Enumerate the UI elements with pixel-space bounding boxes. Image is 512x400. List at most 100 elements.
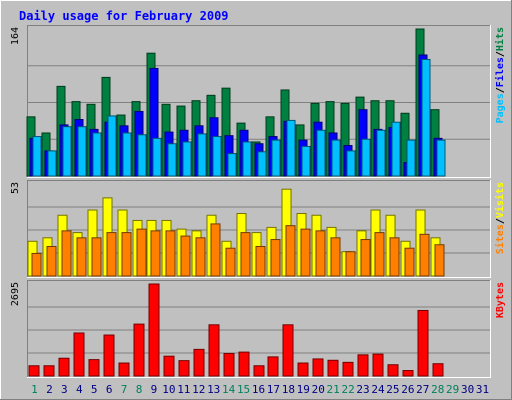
day-label: 6: [106, 383, 113, 396]
bar-kbytes-day-28: [432, 363, 444, 377]
bar-sites-day-19: [300, 228, 311, 277]
bar-sites-day-6: [106, 232, 117, 277]
bar-sites-day-3: [61, 230, 72, 277]
bar-kbytes-day-2: [43, 365, 55, 377]
bar-sites-day-23: [360, 239, 371, 277]
bar-kbytes-day-23: [357, 354, 369, 377]
bar-pages-day-26: [406, 139, 416, 177]
bar-sites-day-10: [165, 230, 176, 277]
day-label: 10: [162, 383, 175, 396]
bar-sites-day-2: [46, 245, 57, 277]
day-label: 8: [136, 383, 143, 396]
bar-sites-day-24: [374, 232, 385, 277]
bar-sites-day-5: [91, 237, 102, 277]
panel-3: 2695 KBytes: [10, 280, 506, 378]
panel-2: 53 Sites/Visits: [10, 180, 506, 278]
panel-legend: Pages/Files/Hits: [494, 27, 506, 123]
bar-pages-day-4: [77, 126, 87, 177]
bar-sites-day-21: [330, 237, 341, 277]
day-label: 16: [252, 383, 265, 396]
day-label: 31: [476, 383, 489, 396]
bar-pages-day-6: [107, 115, 117, 177]
bar-pages-day-19: [301, 145, 311, 177]
bar-pages-day-17: [271, 139, 281, 177]
bar-kbytes-day-6: [103, 334, 115, 377]
legend-entry: KBytes: [495, 282, 506, 318]
bar-sites-day-15: [240, 232, 251, 277]
bar-pages-day-14: [227, 153, 237, 177]
bar-pages-day-25: [391, 121, 401, 177]
day-label: 22: [341, 383, 354, 396]
bar-sites-day-7: [121, 232, 132, 277]
bar-kbytes-day-3: [58, 357, 70, 377]
bar-pages-day-5: [92, 132, 102, 177]
bar-pages-day-8: [137, 134, 147, 177]
day-label: 24: [371, 383, 385, 396]
bar-kbytes-day-7: [118, 362, 130, 377]
day-label: 12: [192, 383, 205, 396]
legend-entry: /: [495, 51, 506, 57]
bar-sites-day-18: [285, 225, 296, 277]
day-label: 21: [327, 383, 340, 396]
panel-max-label: 2695: [10, 282, 21, 306]
day-label: 9: [151, 383, 158, 396]
panel-legend: KBytes: [495, 282, 506, 318]
bar-kbytes-day-22: [342, 361, 354, 377]
bar-pages-day-20: [316, 129, 326, 177]
day-label: 13: [207, 383, 220, 396]
day-label: 19: [297, 383, 310, 396]
bar-kbytes-day-8: [133, 323, 145, 377]
day-label: 17: [267, 383, 280, 396]
legend-entry: Pages: [495, 93, 506, 123]
day-label: 25: [386, 383, 399, 396]
bar-kbytes-day-4: [73, 332, 85, 377]
day-axis: 1 2 3 4 5 6 7 8 9 10 11 12 13 14 15 16 17 18 19 20 21 22 23 24 2…: [31, 383, 489, 396]
series-sites: [31, 223, 445, 277]
day-label: 1: [31, 383, 38, 396]
bar-pages-day-3: [62, 126, 72, 177]
day-label: 11: [177, 383, 190, 396]
day-label: 27: [416, 383, 429, 396]
day-label: 4: [76, 383, 83, 396]
bar-sites-day-4: [76, 237, 87, 277]
bar-sites-day-22: [345, 251, 356, 277]
bar-kbytes-day-13: [208, 324, 220, 377]
bar-kbytes-day-16: [253, 365, 265, 377]
series-kbytes: [28, 283, 444, 377]
bar-pages-day-15: [242, 141, 252, 177]
bar-sites-day-8: [136, 228, 147, 277]
bar-pages-day-7: [122, 132, 132, 177]
bar-kbytes-day-27: [417, 309, 429, 377]
bar-pages-day-27: [421, 58, 431, 177]
day-label: 2: [46, 383, 53, 396]
bar-pages-day-18: [286, 119, 296, 177]
legend-entry: Sites: [494, 224, 506, 254]
day-label: 3: [61, 383, 68, 396]
panel-max-label: 53: [10, 182, 21, 194]
chart-title: Daily usage for February 2009: [19, 9, 229, 23]
bar-kbytes-day-19: [297, 362, 309, 377]
bar-pages-day-28: [436, 139, 446, 177]
bar-kbytes-day-5: [88, 359, 100, 377]
bar-sites-day-9: [150, 230, 161, 277]
bar-sites-day-27: [419, 233, 430, 277]
bar-kbytes-day-25: [387, 364, 399, 377]
day-label: 30: [461, 383, 474, 396]
day-label: 14: [222, 383, 236, 396]
bar-kbytes-day-14: [223, 352, 235, 377]
bar-kbytes-day-15: [238, 351, 250, 377]
bar-kbytes-day-1: [28, 365, 40, 377]
day-label: 20: [312, 383, 325, 396]
bar-sites-day-26: [404, 247, 415, 277]
day-label: 5: [91, 383, 98, 396]
legend-entry: /: [495, 87, 506, 93]
bar-sites-day-28: [434, 244, 445, 277]
bar-pages-day-10: [167, 143, 177, 177]
bar-kbytes-day-12: [193, 348, 205, 377]
bar-pages-day-24: [376, 129, 386, 177]
bar-kbytes-day-10: [163, 355, 175, 377]
day-label: 28: [431, 383, 444, 396]
bar-pages-day-21: [331, 139, 341, 177]
